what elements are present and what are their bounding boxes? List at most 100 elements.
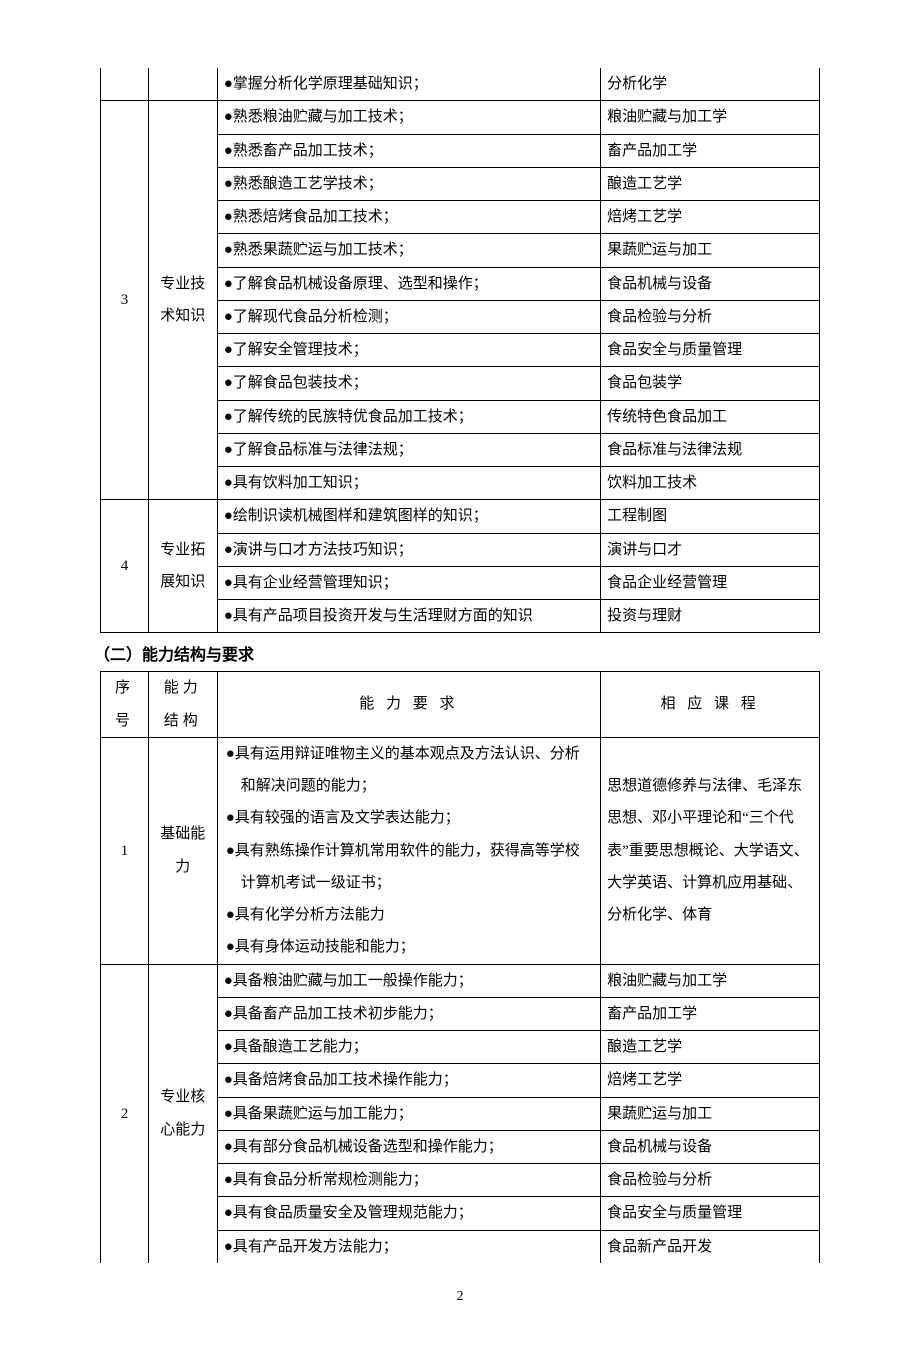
bullet-item: ●具有运用辩证唯物主义的基本观点及方法认识、分析 — [226, 738, 594, 770]
seq-cell — [101, 68, 149, 101]
bullet-item: ●演讲与口才方法技巧知识； — [224, 534, 594, 566]
desc-cell: ●具有产品项目投资开发与生活理财方面的知识 — [217, 600, 600, 633]
desc-cell: ●具备酿造工艺能力； — [217, 1031, 600, 1064]
course-cell: 食品标准与法律法规 — [601, 433, 820, 466]
course-cell: 食品包装学 — [601, 367, 820, 400]
bullet-item: ●具有饮料加工知识； — [224, 467, 594, 499]
table-row: ●掌握分析化学原理基础知识； 分析化学 — [101, 68, 820, 101]
course-cell: 果蔬贮运与加工 — [601, 1097, 820, 1130]
course-cell: 食品检验与分析 — [601, 1164, 820, 1197]
desc-cell: ●具有部分食品机械设备选型和操作能力； — [217, 1130, 600, 1163]
knowledge-table: ●掌握分析化学原理基础知识； 分析化学 3 专业技术知识 ●熟悉粮油贮藏与加工技… — [100, 68, 820, 633]
desc-cell: ●了解现代食品分析检测； — [217, 300, 600, 333]
desc-cell: ●了解传统的民族特优食品加工技术； — [217, 400, 600, 433]
header-seq: 序号 — [101, 672, 149, 738]
desc-cell: ●熟悉畜产品加工技术； — [217, 134, 600, 167]
bullet-item: ●了解食品机械设备原理、选型和操作； — [224, 268, 594, 300]
bullet-item: ●熟悉酿造工艺学技术； — [224, 168, 594, 200]
course-cell: 畜产品加工学 — [601, 997, 820, 1030]
desc-cell: ●具有食品质量安全及管理规范能力； — [217, 1197, 600, 1230]
course-cell: 食品机械与设备 — [601, 1130, 820, 1163]
bullet-item: ●了解现代食品分析检测； — [224, 301, 594, 333]
bullet-item: ●具备畜产品加工技术初步能力； — [224, 998, 594, 1030]
cat-cell: 专业核心能力 — [148, 964, 217, 1263]
bullet-item: ●具有身体运动技能和能力； — [226, 931, 594, 963]
desc-cell: ●熟悉酿造工艺学技术； — [217, 167, 600, 200]
table-row: 3 专业技术知识 ●熟悉粮油贮藏与加工技术； 粮油贮藏与加工学 — [101, 101, 820, 134]
course-cell: 畜产品加工学 — [601, 134, 820, 167]
cat-cell: 基础能力 — [148, 737, 217, 964]
bullet-item: ●具有产品开发方法能力； — [224, 1231, 594, 1263]
course-cell: 思想道德修养与法律、毛泽东思想、邓小平理论和“三个代表”重要思想概论、大学语文、… — [601, 737, 820, 964]
seq-cell: 3 — [101, 101, 149, 500]
header-cat: 能力结构 — [148, 672, 217, 738]
desc-cell: ●熟悉粮油贮藏与加工技术； — [217, 101, 600, 134]
cat-cell: 专业技术知识 — [148, 101, 217, 500]
bullet-item: ●熟悉果蔬贮运与加工技术； — [224, 234, 594, 266]
bullet-item: ●具有部分食品机械设备选型和操作能力； — [224, 1131, 594, 1163]
course-cell: 食品检验与分析 — [601, 300, 820, 333]
desc-cell: ●具备焙烤食品加工技术操作能力； — [217, 1064, 600, 1097]
bullet-item: 计算机考试一级证书； — [226, 867, 594, 899]
bullet-item: ●具有食品分析常规检测能力； — [224, 1164, 594, 1196]
cat-cell — [148, 68, 217, 101]
course-cell: 果蔬贮运与加工 — [601, 234, 820, 267]
seq-cell: 2 — [101, 964, 149, 1263]
desc-cell: ●具有食品分析常规检测能力； — [217, 1164, 600, 1197]
desc-cell: ●具备畜产品加工技术初步能力； — [217, 997, 600, 1030]
header-course: 相 应 课 程 — [601, 672, 820, 738]
course-cell: 焙烤工艺学 — [601, 1064, 820, 1097]
desc-cell: ●熟悉焙烤食品加工技术； — [217, 201, 600, 234]
desc-cell: ●绘制识读机械图样和建筑图样的知识； — [217, 500, 600, 533]
cat-cell: 专业拓展知识 — [148, 500, 217, 633]
bullet-item: ●熟悉粮油贮藏与加工技术； — [224, 101, 594, 133]
header-desc: 能 力 要 求 — [217, 672, 600, 738]
course-cell: 食品安全与质量管理 — [601, 334, 820, 367]
bullet-item: ●具备粮油贮藏与加工一般操作能力； — [224, 965, 594, 997]
desc-cell: ●具备粮油贮藏与加工一般操作能力； — [217, 964, 600, 997]
bullet-item: ●具有较强的语言及文学表达能力； — [226, 802, 594, 834]
course-cell: 酿造工艺学 — [601, 1031, 820, 1064]
desc-cell: ●了解食品标准与法律法规； — [217, 433, 600, 466]
course-cell: 工程制图 — [601, 500, 820, 533]
bullet-item: ●具有食品质量安全及管理规范能力； — [224, 1197, 594, 1229]
bullet-item: ●具备焙烤食品加工技术操作能力； — [224, 1064, 594, 1096]
bullet-item: ●了解传统的民族特优食品加工技术； — [224, 401, 594, 433]
course-cell: 食品企业经营管理 — [601, 566, 820, 599]
course-cell: 焙烤工艺学 — [601, 201, 820, 234]
desc-cell: ●具有企业经营管理知识； — [217, 566, 600, 599]
seq-cell: 4 — [101, 500, 149, 633]
desc-cell: ●演讲与口才方法技巧知识； — [217, 533, 600, 566]
course-cell: 投资与理财 — [601, 600, 820, 633]
bullet-item: ●具备果蔬贮运与加工能力； — [224, 1098, 594, 1130]
table-row: 2 专业核心能力 ●具备粮油贮藏与加工一般操作能力； 粮油贮藏与加工学 — [101, 964, 820, 997]
course-cell: 粮油贮藏与加工学 — [601, 964, 820, 997]
desc-cell: ●具有运用辩证唯物主义的基本观点及方法认识、分析 和解决问题的能力； ●具有较强… — [217, 737, 600, 964]
table-row: 4 专业拓展知识 ●绘制识读机械图样和建筑图样的知识； 工程制图 — [101, 500, 820, 533]
desc-cell: ●具有产品开发方法能力； — [217, 1230, 600, 1263]
bullet-item: ●了解安全管理技术； — [224, 334, 594, 366]
bullet-item: ●具备酿造工艺能力； — [224, 1031, 594, 1063]
ability-table: 序号 能力结构 能 力 要 求 相 应 课 程 1 基础能力 ●具有运用辩证唯物… — [100, 671, 820, 1263]
seq-cell: 1 — [101, 737, 149, 964]
desc-cell: ●具备果蔬贮运与加工能力； — [217, 1097, 600, 1130]
course-cell: 演讲与口才 — [601, 533, 820, 566]
bullet-item: ●了解食品标准与法律法规； — [224, 434, 594, 466]
bullet-item: ●具有产品项目投资开发与生活理财方面的知识 — [224, 600, 594, 632]
course-cell: 食品机械与设备 — [601, 267, 820, 300]
course-cell: 食品安全与质量管理 — [601, 1197, 820, 1230]
desc-cell: ●了解食品机械设备原理、选型和操作； — [217, 267, 600, 300]
page-number: 2 — [100, 1289, 820, 1305]
bullet-item: ●具有熟练操作计算机常用软件的能力，获得高等学校 — [226, 835, 594, 867]
bullet-item: ●熟悉畜产品加工技术； — [224, 135, 594, 167]
bullet-item: ●了解食品包装技术； — [224, 367, 594, 399]
desc-cell: ●了解安全管理技术； — [217, 334, 600, 367]
desc-cell: ●了解食品包装技术； — [217, 367, 600, 400]
section-title: （二）能力结构与要求 — [94, 641, 820, 665]
bullet-item: ●具有化学分析方法能力 — [226, 899, 594, 931]
bullet-item: ●绘制识读机械图样和建筑图样的知识； — [224, 500, 594, 532]
course-cell: 粮油贮藏与加工学 — [601, 101, 820, 134]
course-cell: 食品新产品开发 — [601, 1230, 820, 1263]
bullet-item: 和解决问题的能力； — [226, 770, 594, 802]
table-row: 1 基础能力 ●具有运用辩证唯物主义的基本观点及方法认识、分析 和解决问题的能力… — [101, 737, 820, 964]
